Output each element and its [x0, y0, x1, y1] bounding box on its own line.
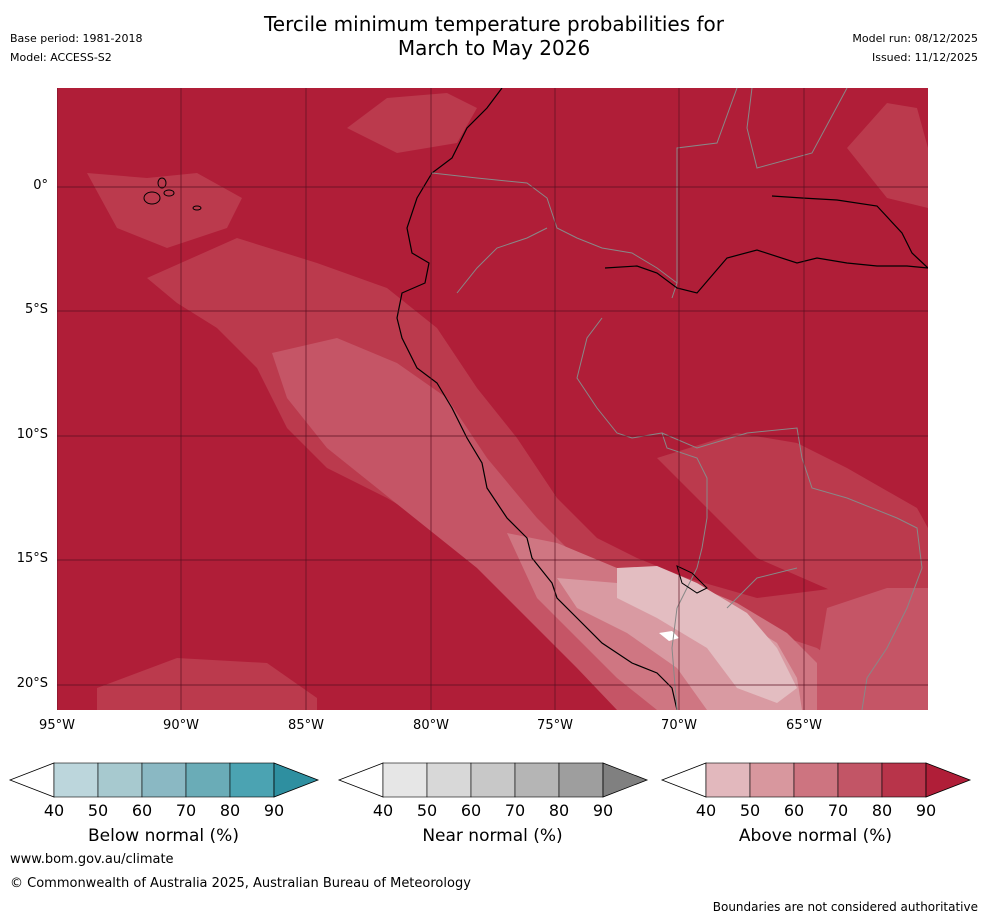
latitude-label: 0°	[33, 178, 48, 193]
latitude-label: 20°S	[16, 676, 48, 691]
latitude-label: 5°S	[24, 302, 48, 317]
colorbar-label-below: Below normal (%)	[88, 826, 239, 846]
colorbars	[8, 762, 972, 798]
colorbar-tick-label: 60	[783, 801, 805, 820]
colorbar-near-normal	[337, 762, 649, 798]
title-line-1: Tercile minimum temperature probabilitie…	[263, 12, 725, 36]
colorbar-segment	[514, 762, 560, 798]
latitude-label: 15°S	[16, 551, 48, 566]
disclaimer-text: Boundaries are not considered authoritat…	[712, 900, 978, 914]
colorbar-tick-label: 70	[504, 801, 526, 820]
colorbar-tick-label: 60	[460, 801, 482, 820]
colorbar-segment	[749, 762, 795, 798]
above-normal-70-region-e	[817, 588, 928, 710]
colorbar-extend-high	[602, 762, 649, 798]
copyright-text: © Commonwealth of Australia 2025, Austra…	[10, 876, 471, 891]
longitude-label: 75°W	[537, 718, 573, 733]
colorbar-extend-high	[273, 762, 320, 798]
colorbar-segment	[558, 762, 604, 798]
colorbar-tick-label: 90	[915, 801, 937, 820]
longitude-label: 85°W	[288, 718, 324, 733]
above-normal-80-region-w	[87, 173, 242, 248]
latitude-label: 10°S	[16, 427, 48, 442]
galapagos-islands	[143, 177, 202, 211]
colorbar-below-normal	[8, 762, 320, 798]
colorbar-tick-label: 90	[263, 801, 285, 820]
above-normal-80-region-n	[347, 93, 477, 153]
titicaca-lake	[676, 565, 708, 594]
above-normal-40-region	[617, 566, 797, 703]
title-line-2: March to May 2026	[397, 36, 591, 60]
colorbar-label-near: Near normal (%)	[422, 826, 563, 846]
issued-text: Issued: 11/12/2025	[871, 51, 978, 64]
country-borders	[431, 88, 923, 710]
url-text: www.bom.gov.au/climate	[10, 852, 174, 867]
colorbar-tick-label: 50	[87, 801, 109, 820]
colorbar-tick-label: 50	[739, 801, 761, 820]
base-period-text: Base period: 1981-2018	[10, 32, 143, 45]
river	[604, 195, 928, 294]
colorbar-tick-label: 50	[416, 801, 438, 820]
colorbar-segment	[382, 762, 428, 798]
colorbar-extend-low	[660, 762, 707, 798]
colorbar-extend-high	[925, 762, 972, 798]
colorbar-tick-label: 40	[43, 801, 65, 820]
colorbar-tick-label: 70	[827, 801, 849, 820]
colorbar-segment	[229, 762, 275, 798]
colorbar-tick-label: 70	[175, 801, 197, 820]
colorbar-tick-label: 60	[131, 801, 153, 820]
colorbar-tick-label: 80	[871, 801, 893, 820]
longitude-label: 65°W	[786, 718, 822, 733]
above-normal-80-region-ne	[657, 433, 928, 598]
above-normal-80-region-sw	[97, 658, 317, 710]
graticule	[57, 88, 928, 710]
colorbar-segment	[470, 762, 516, 798]
colorbar-segment	[705, 762, 751, 798]
colorbar-segment	[881, 762, 927, 798]
colorbar-tick-label: 80	[219, 801, 241, 820]
colorbar-tick-label: 40	[372, 801, 394, 820]
colorbar-segment	[141, 762, 187, 798]
colorbar-segment	[837, 762, 883, 798]
colorbar-above-normal	[660, 762, 972, 798]
model-run-text: Model run: 08/12/2025	[852, 32, 978, 45]
colorbar-tick-label: 80	[548, 801, 570, 820]
colorbar-extend-low	[8, 762, 55, 798]
map-title: Tercile minimum temperature probabilitie…	[0, 12, 988, 60]
colorbar-extend-low	[337, 762, 384, 798]
model-text: Model: ACCESS-S2	[10, 51, 112, 64]
coastline	[396, 88, 678, 710]
colorbar-segment	[97, 762, 143, 798]
colorbar-segment	[426, 762, 472, 798]
colorbar-segment	[53, 762, 99, 798]
probability-map	[57, 88, 928, 710]
colorbar-segment	[793, 762, 839, 798]
colorbar-label-above: Above normal (%)	[738, 826, 893, 846]
above-normal-80-region-ne2	[847, 103, 928, 208]
longitude-label: 90°W	[163, 718, 199, 733]
longitude-label: 95°W	[39, 718, 75, 733]
colorbar-tick-label: 40	[695, 801, 717, 820]
longitude-label: 70°W	[661, 718, 697, 733]
colorbar-segment	[185, 762, 231, 798]
colorbar-tick-label: 90	[592, 801, 614, 820]
longitude-label: 80°W	[413, 718, 449, 733]
